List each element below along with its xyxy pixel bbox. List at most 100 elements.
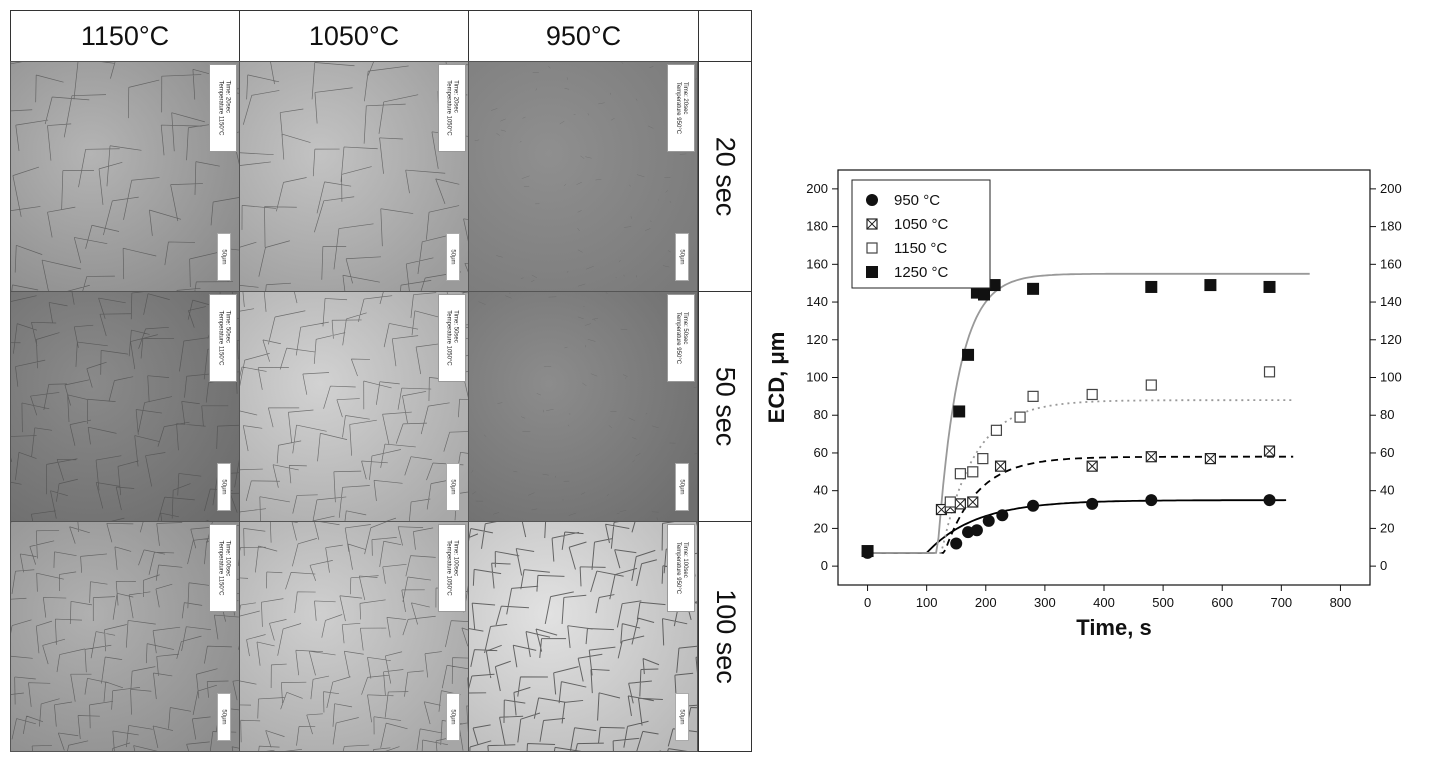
right-y-tick-label: 20 [1380, 520, 1394, 535]
data-point [954, 498, 966, 510]
marker-cross [1205, 453, 1216, 464]
data-point [1145, 494, 1158, 507]
micrograph-cell: Time: 20sec Temperature 1050°C 50μm [239, 61, 469, 292]
stamp-text: Time: 100sec Temperature 1050°C [446, 540, 459, 596]
scale-bar-label: 50μm [221, 249, 228, 265]
x-tick-label: 800 [1330, 595, 1352, 610]
scale-bar-label: 50μm [679, 479, 686, 495]
scale-bar: 50μm [675, 233, 689, 281]
stamp-text: Time: 20sec Temperature 1050°C [446, 80, 459, 136]
scale-bar: 50μm [217, 233, 231, 281]
marker-cross [1145, 451, 1157, 463]
row-label-20sec: 20 sec [698, 61, 752, 292]
legend-marker [866, 266, 878, 278]
data-point [953, 405, 966, 418]
x-tick-label: 600 [1211, 595, 1233, 610]
data-point [1263, 366, 1276, 378]
data-point [1027, 282, 1040, 295]
right-y-tick-label: 80 [1380, 407, 1394, 422]
data-point [967, 496, 979, 508]
y-tick-label: 60 [814, 445, 828, 460]
column-header-950: 950°C [468, 10, 699, 62]
data-point [1086, 388, 1098, 401]
micrograph-stamp: Time: 100sec Temperature 950°C [667, 524, 695, 612]
marker-cross [1086, 460, 1098, 472]
data-point [1204, 279, 1217, 292]
fit-curve [867, 399, 1294, 554]
data-point [977, 453, 989, 465]
scale-bar: 50μm [446, 463, 460, 511]
scale-bar-label: 50μm [679, 249, 686, 265]
data-point [1263, 494, 1276, 507]
right-y-tick-label: 200 [1380, 181, 1402, 196]
scale-bar-label: 50μm [450, 249, 457, 265]
micrograph-grid: 1150°C 1050°C 950°C 20 sec 50 sec 100 se… [10, 10, 752, 752]
micrograph-stamp: Time: 100sec Temperature 1050°C [438, 524, 466, 612]
scale-bar: 50μm [446, 233, 460, 281]
legend-label: 1250 °C [894, 264, 949, 281]
scale-bar-label: 50μm [221, 479, 228, 495]
data-point [1027, 390, 1039, 402]
legend-marker [866, 218, 878, 230]
scale-bar-label: 50μm [679, 709, 686, 725]
micrograph-stamp: Time: 100sec Temperature 1150°C [209, 524, 237, 612]
row-label-100sec: 100 sec [698, 521, 752, 752]
right-y-tick-label: 40 [1380, 483, 1394, 498]
stamp-text: Time: 100sec Temperature 1150°C [217, 540, 231, 596]
row-label-50sec: 50 sec [698, 291, 752, 522]
data-point [1027, 499, 1040, 512]
scale-bar-label: 50μm [450, 709, 457, 725]
fit-curve [867, 272, 1310, 554]
y-tick-label: 140 [806, 294, 828, 309]
marker-cross [967, 496, 979, 508]
micrograph-stamp: Time: 20sec Temperature 1150°C [209, 64, 237, 152]
data-point [1014, 411, 1026, 423]
scale-bar: 50μm [675, 693, 689, 741]
right-y-tick-label: 100 [1380, 370, 1402, 385]
micrograph-cell: Time: 100sec Temperature 950°C 50μm [468, 521, 698, 752]
stamp-text: Time: 20sec Temperature 950°C [675, 81, 688, 135]
legend-label: 950 °C [894, 192, 940, 209]
ecd-vs-time-chart: 0 100 200 300 400 500 600 700 800020406080100120… [764, 169, 1402, 640]
y-tick-label: 100 [806, 370, 828, 385]
right-y-tick-label: 120 [1380, 332, 1402, 347]
x-tick-label: 100 [916, 595, 938, 610]
data-point [990, 424, 1003, 436]
x-tick-label: 400 [1093, 595, 1115, 610]
data-point [1145, 451, 1157, 463]
micrograph-stamp: Time: 50sec Temperature 950°C [667, 294, 695, 382]
stamp-text: Time: 50sec Temperature 950°C [675, 311, 688, 365]
data-point [994, 460, 1007, 472]
data-point [1086, 497, 1099, 510]
data-point [996, 509, 1009, 522]
right-y-tick-label: 160 [1380, 256, 1402, 271]
fit-curve [867, 455, 1294, 554]
legend-marker [866, 242, 878, 254]
data-point [1145, 280, 1158, 293]
data-point [982, 514, 995, 527]
fit-curve [867, 499, 1287, 554]
data-point [1263, 280, 1276, 293]
scale-bar: 50μm [446, 693, 460, 741]
micrograph-stamp: Time: 20sec Temperature 1050°C [438, 64, 466, 152]
data-point [1263, 445, 1276, 457]
y-tick-label: 80 [814, 407, 828, 422]
x-axis-title: Time, s [1076, 615, 1151, 640]
data-point [967, 466, 979, 478]
micrograph-cell: Time: 20sec Temperature 950°C 50μm [468, 61, 698, 292]
marker-cross [1264, 445, 1275, 457]
y-tick-label: 20 [814, 520, 828, 535]
stamp-text: Time: 100sec Temperature 950°C [675, 541, 688, 595]
column-header-1050: 1050°C [239, 10, 469, 62]
data-point [978, 288, 991, 301]
scale-bar-label: 50μm [450, 479, 457, 495]
scale-bar: 50μm [675, 463, 689, 511]
y-tick-label: 0 [821, 558, 828, 573]
data-point [944, 496, 956, 508]
legend-marker [866, 194, 878, 206]
micrograph-cell: Time: 100sec Temperature 1150°C 50μm [10, 521, 240, 752]
stamp-text: Time: 20sec Temperature 1150°C [217, 80, 231, 136]
x-tick-label: 200 [975, 595, 997, 610]
x-tick-label: 0 [864, 595, 871, 610]
right-y-tick-label: 60 [1380, 445, 1394, 460]
